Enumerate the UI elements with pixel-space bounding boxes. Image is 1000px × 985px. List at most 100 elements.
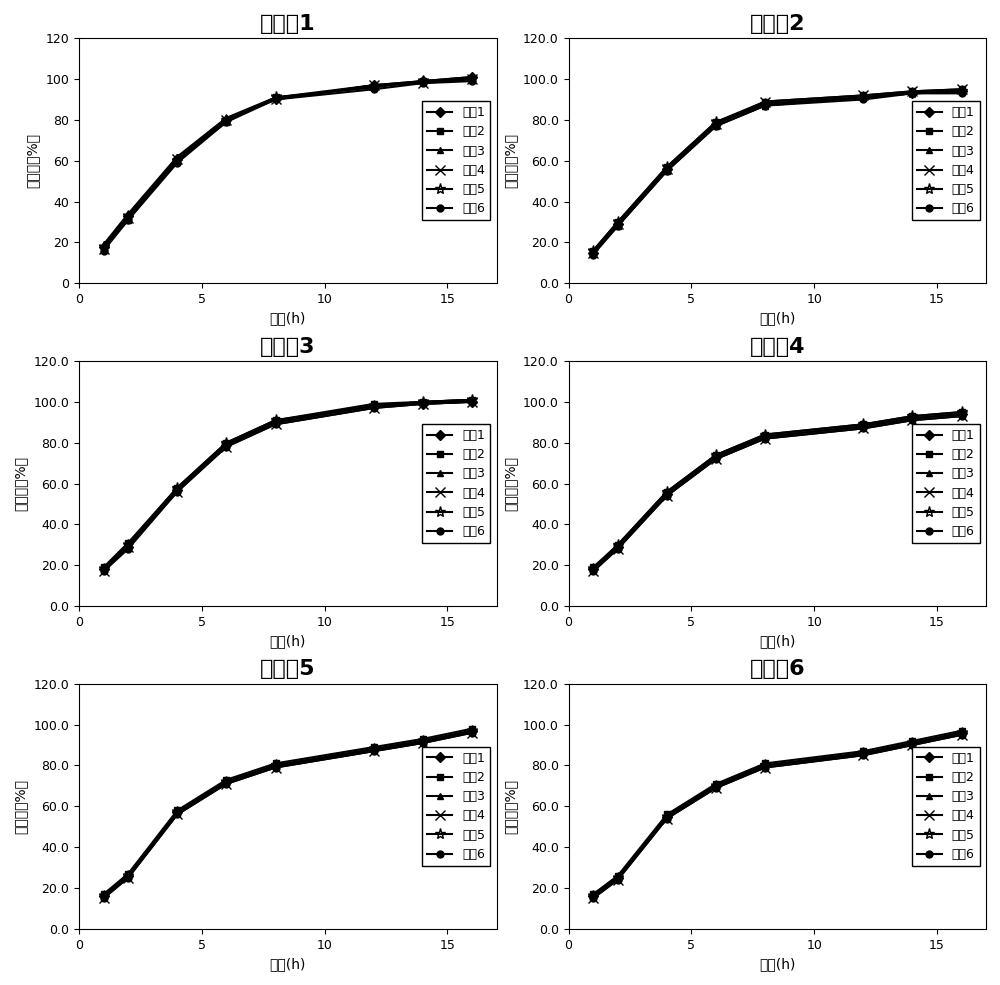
Title: 实施例5: 实施例5 xyxy=(260,659,316,680)
样哈3 xyxy=(270,417,282,428)
样哈2 xyxy=(587,244,599,256)
样哈5 xyxy=(759,428,771,440)
样哈4 xyxy=(368,402,380,414)
样哈5 xyxy=(857,748,869,759)
样哈2 xyxy=(612,870,624,882)
样哈1 xyxy=(270,759,282,771)
样哈2 xyxy=(956,725,968,737)
样哈5 xyxy=(220,436,232,448)
样哈2 xyxy=(661,809,673,821)
样哈1 xyxy=(220,114,232,126)
样哈4 xyxy=(956,729,968,741)
Line: 样哈6: 样哈6 xyxy=(590,731,965,901)
样哈1 xyxy=(956,86,968,98)
样哈5 xyxy=(759,759,771,771)
样哈1 xyxy=(171,807,183,819)
样哈2 xyxy=(587,888,599,900)
样哈2 xyxy=(466,73,478,85)
样哈3 xyxy=(417,396,429,408)
样哈3 xyxy=(466,71,478,83)
样哈2 xyxy=(98,242,110,254)
样哈5 xyxy=(661,811,673,822)
样哈2 xyxy=(122,537,134,549)
样哈6 xyxy=(466,727,478,739)
样哈4 xyxy=(270,761,282,773)
样哈5 xyxy=(270,92,282,103)
样哈4 xyxy=(98,892,110,904)
样哈5 xyxy=(270,415,282,427)
X-axis label: 时间(h): 时间(h) xyxy=(270,311,306,326)
样哈1 xyxy=(466,725,478,737)
样哈1 xyxy=(661,811,673,822)
样哈3 xyxy=(587,246,599,258)
Y-axis label: 释放度（%）: 释放度（%） xyxy=(503,779,517,834)
样哈1 xyxy=(368,79,380,91)
样哈1 xyxy=(661,488,673,499)
样哈2 xyxy=(171,155,183,166)
样哈4 xyxy=(368,746,380,757)
Line: 样哈2: 样哈2 xyxy=(100,76,475,252)
样哈6 xyxy=(220,778,232,790)
样哈4 xyxy=(661,163,673,174)
样哈1 xyxy=(122,541,134,553)
Legend: 样哈1, 样哈2, 样哈3, 样哈4, 样哈5, 样哈6: 样哈1, 样哈2, 样哈3, 样哈4, 样哈5, 样哈6 xyxy=(422,424,490,543)
样哈5 xyxy=(587,563,599,575)
样哈2 xyxy=(417,75,429,87)
样哈2 xyxy=(270,415,282,427)
样哈5 xyxy=(466,394,478,406)
Legend: 样哈1, 样哈2, 样哈3, 样哈4, 样哈5, 样哈6: 样哈1, 样哈2, 样哈3, 样哈4, 样哈5, 样哈6 xyxy=(912,747,980,866)
样哈6 xyxy=(710,120,722,132)
样哈3 xyxy=(98,563,110,575)
样哈3 xyxy=(857,748,869,759)
样哈4 xyxy=(661,490,673,501)
样哈4 xyxy=(710,118,722,130)
样哈2 xyxy=(857,419,869,430)
样哈3 xyxy=(710,120,722,132)
样哈6 xyxy=(270,761,282,773)
样哈1 xyxy=(956,408,968,420)
样哈2 xyxy=(171,482,183,493)
样哈6 xyxy=(466,396,478,408)
样哈5 xyxy=(661,161,673,172)
样哈3 xyxy=(417,735,429,747)
样哈3 xyxy=(661,165,673,177)
样哈6 xyxy=(857,94,869,105)
样哈2 xyxy=(587,561,599,573)
样哈5 xyxy=(956,406,968,418)
样哈6 xyxy=(417,398,429,410)
样哈5 xyxy=(368,400,380,412)
样哈1 xyxy=(759,759,771,771)
Line: 样哈4: 样哈4 xyxy=(99,728,477,903)
样哈4 xyxy=(759,761,771,773)
样哈6 xyxy=(171,157,183,168)
Line: 样哈5: 样哈5 xyxy=(98,74,478,252)
样哈1 xyxy=(417,75,429,87)
样哈5 xyxy=(466,73,478,85)
样哈3 xyxy=(220,776,232,788)
样哈6 xyxy=(270,419,282,430)
样哈2 xyxy=(956,406,968,418)
样哈4 xyxy=(220,441,232,453)
样哈4 xyxy=(906,739,918,751)
样哈5 xyxy=(956,727,968,739)
样哈1 xyxy=(587,890,599,902)
样哈6 xyxy=(220,441,232,453)
Line: 样哈5: 样哈5 xyxy=(588,727,967,901)
样哈1 xyxy=(710,451,722,463)
Line: 样哈3: 样哈3 xyxy=(590,729,965,899)
样哈5 xyxy=(171,155,183,166)
样哈3 xyxy=(368,79,380,91)
样哈1 xyxy=(710,118,722,130)
样哈6 xyxy=(956,410,968,422)
样哈5 xyxy=(956,86,968,98)
样哈3 xyxy=(270,92,282,103)
Line: 样哈3: 样哈3 xyxy=(590,88,965,256)
样哈4 xyxy=(587,892,599,904)
样哈2 xyxy=(171,805,183,817)
样哈5 xyxy=(710,116,722,128)
样哈4 xyxy=(759,96,771,107)
样哈5 xyxy=(270,759,282,771)
样哈4 xyxy=(956,84,968,96)
样哈4 xyxy=(220,114,232,126)
样哈6 xyxy=(857,423,869,434)
